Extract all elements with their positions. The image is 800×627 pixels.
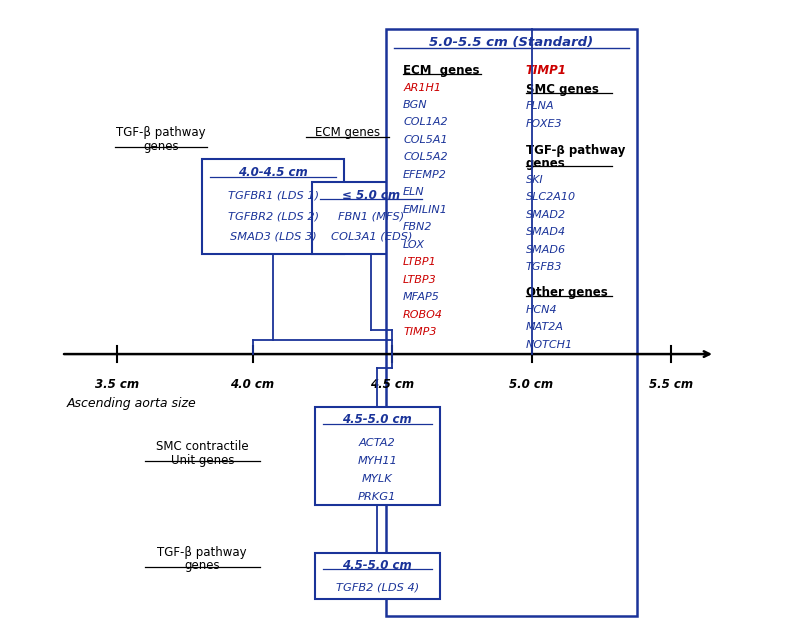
Text: TGF-β pathway: TGF-β pathway (158, 545, 247, 559)
Text: LOX: LOX (403, 240, 425, 250)
Text: SMAD3 (LDS 3): SMAD3 (LDS 3) (230, 232, 317, 242)
Text: BGN: BGN (403, 100, 428, 110)
Text: MFAP5: MFAP5 (403, 292, 440, 302)
Text: SMC contractile: SMC contractile (156, 440, 249, 453)
Text: ≤ 5.0 cm: ≤ 5.0 cm (342, 189, 400, 202)
Text: AR1H1: AR1H1 (403, 83, 441, 93)
Text: LTBP3: LTBP3 (403, 275, 437, 285)
Text: SMAD2: SMAD2 (526, 210, 566, 220)
FancyBboxPatch shape (312, 182, 430, 253)
Text: genes: genes (143, 140, 178, 153)
Text: ROBO4: ROBO4 (403, 310, 443, 320)
Text: Unit genes: Unit genes (170, 454, 234, 467)
Text: genes: genes (185, 559, 220, 572)
Text: SMC genes: SMC genes (526, 83, 598, 95)
Text: TGF-β pathway: TGF-β pathway (116, 126, 206, 139)
Text: COL1A2: COL1A2 (403, 117, 448, 127)
FancyBboxPatch shape (202, 159, 344, 254)
Text: TGF-β pathway: TGF-β pathway (526, 144, 625, 157)
Text: LTBP1: LTBP1 (403, 257, 437, 267)
Text: 4.5 cm: 4.5 cm (370, 378, 414, 391)
Text: MYH11: MYH11 (358, 456, 398, 466)
FancyBboxPatch shape (314, 552, 440, 599)
Text: 4.5-5.0 cm: 4.5-5.0 cm (342, 559, 412, 572)
FancyBboxPatch shape (386, 29, 637, 616)
Text: 5.5 cm: 5.5 cm (649, 378, 693, 391)
Text: SMAD4: SMAD4 (526, 228, 566, 238)
Text: Other genes: Other genes (526, 286, 607, 299)
Text: MAT2A: MAT2A (526, 322, 563, 332)
Text: FBN2: FBN2 (403, 223, 433, 233)
Text: FLNA: FLNA (526, 102, 554, 111)
Text: COL5A2: COL5A2 (403, 152, 448, 162)
Text: TIMP3: TIMP3 (403, 327, 437, 337)
Text: 4.0 cm: 4.0 cm (230, 378, 274, 391)
Text: SMAD6: SMAD6 (526, 245, 566, 255)
Text: MYLK: MYLK (362, 474, 393, 484)
Text: 4.0-4.5 cm: 4.0-4.5 cm (238, 166, 308, 179)
Text: TGFB3: TGFB3 (526, 262, 562, 272)
Text: TGFB2 (LDS 4): TGFB2 (LDS 4) (336, 582, 419, 593)
Text: NOTCH1: NOTCH1 (526, 340, 573, 350)
Text: 4.5-5.0 cm: 4.5-5.0 cm (342, 413, 412, 426)
Text: 3.5 cm: 3.5 cm (95, 378, 139, 391)
Text: ACTA2: ACTA2 (359, 438, 396, 448)
Text: ELN: ELN (403, 187, 425, 198)
Text: ECM genes: ECM genes (315, 126, 380, 139)
Text: FOXE3: FOXE3 (526, 119, 562, 129)
Text: SKI: SKI (526, 175, 543, 185)
FancyBboxPatch shape (314, 406, 440, 505)
Text: FBN1 (MFS): FBN1 (MFS) (338, 211, 405, 221)
Text: SLC2A10: SLC2A10 (526, 192, 576, 203)
Text: Ascending aorta size: Ascending aorta size (66, 396, 197, 409)
Text: PRKG1: PRKG1 (358, 492, 397, 502)
Text: 5.0 cm: 5.0 cm (510, 378, 554, 391)
Text: ECM  genes: ECM genes (403, 64, 480, 77)
Text: EMILIN1: EMILIN1 (403, 205, 448, 215)
Text: genes: genes (526, 157, 566, 171)
Text: TIMP1: TIMP1 (526, 64, 566, 77)
Text: TGFBR2 (LDS 2): TGFBR2 (LDS 2) (228, 211, 319, 221)
Text: EFEMP2: EFEMP2 (403, 170, 447, 180)
Text: 5.0-5.5 cm (Standard): 5.0-5.5 cm (Standard) (429, 36, 594, 50)
Text: COL5A1: COL5A1 (403, 135, 448, 145)
Text: COL3A1 (EDS): COL3A1 (EDS) (330, 231, 412, 241)
Text: TGFBR1 (LDS 1): TGFBR1 (LDS 1) (228, 191, 319, 201)
Text: HCN4: HCN4 (526, 305, 557, 315)
